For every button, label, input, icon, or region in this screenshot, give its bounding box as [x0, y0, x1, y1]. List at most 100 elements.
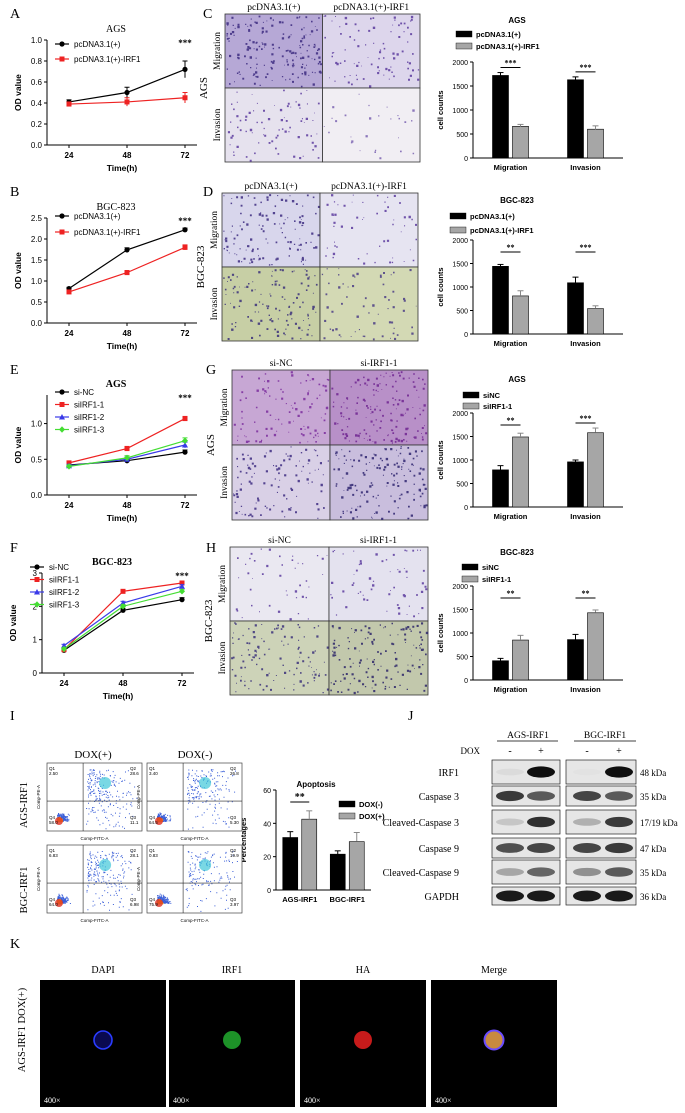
- column-label: DOX(+): [74, 749, 112, 761]
- quadrant-name: Q4: [149, 815, 156, 820]
- dense-core: [155, 817, 163, 825]
- x-axis-label: Time(h): [107, 513, 138, 523]
- data-point: [182, 95, 188, 101]
- blot-band: [496, 790, 524, 802]
- legend-label: siIRF1-3: [49, 601, 80, 610]
- y-tick-label: 60: [263, 788, 271, 795]
- blot-band: [605, 816, 633, 828]
- series-line: [63, 590, 183, 650]
- y-tick-label: 40: [263, 821, 271, 828]
- data-point: [59, 213, 65, 219]
- bar: [587, 128, 604, 159]
- magnification-label: 400×: [435, 1096, 452, 1105]
- quadrant-value: 26.8: [230, 771, 239, 776]
- y-axis-label: cell counts: [436, 613, 445, 652]
- column-label: DOX(-): [178, 749, 213, 761]
- data-point: [182, 437, 188, 444]
- bar: [512, 295, 529, 335]
- y-tick-label: 1000: [452, 631, 468, 638]
- category-label: Invasion: [570, 512, 601, 521]
- bar: [492, 266, 509, 335]
- column-label: pcDNA3.1(+)-IRF1: [333, 2, 409, 13]
- significance-mark: ***: [175, 571, 189, 581]
- legend-label: DOX(-): [359, 800, 383, 809]
- row-label: Invasion: [220, 466, 230, 499]
- micrograph-image: [224, 87, 323, 163]
- legend-label: siIRF1-2: [74, 413, 105, 422]
- stained-cells: [231, 622, 329, 694]
- significance-mark: ***: [580, 243, 592, 252]
- y-tick-label: 0: [464, 156, 468, 163]
- micrograph-image: [229, 620, 330, 696]
- chart-title: BGC-823: [92, 557, 132, 568]
- data-point: [124, 89, 130, 96]
- stained-cells: [321, 268, 417, 341]
- x-tick-label: 72: [178, 679, 187, 688]
- y-tick-label: 0.0: [31, 491, 43, 500]
- cell-line-label: BGC-823: [203, 599, 215, 642]
- blot-row-label: Caspase 9: [419, 844, 459, 855]
- column-label: pcDNA3.1(+): [244, 181, 297, 192]
- series-line: [68, 229, 186, 290]
- y-tick-label: 2.0: [31, 235, 43, 244]
- y-tick-label: 1500: [452, 435, 468, 442]
- western-blot: AGS-IRF1 BGC-IRF1 DOX - + - + IRF1 48 kDa Caspase…: [383, 731, 678, 906]
- blot-band: [573, 890, 601, 902]
- flow-y-label: Comp-PE-A: [36, 867, 41, 891]
- y-axis-label: OD value: [13, 252, 23, 289]
- quadrant-value: 75.9: [149, 902, 158, 907]
- fluorescence-image: 400×: [431, 980, 557, 1107]
- bar: [492, 75, 509, 159]
- stained-cells: [223, 194, 320, 266]
- y-tick-label: 0.5: [31, 298, 43, 307]
- y-tick-label: 1000: [452, 285, 468, 292]
- y-tick-label: 2000: [452, 411, 468, 418]
- data-point: [59, 229, 65, 235]
- blot-row-label: IRF1: [438, 768, 459, 779]
- image-background: [229, 546, 330, 622]
- x-tick-label: 72: [181, 151, 190, 160]
- quadrant-name: Q2: [130, 848, 137, 853]
- chart-title: Apoptosis: [296, 780, 336, 789]
- x-tick-label: 48: [123, 501, 132, 510]
- blot-band: [496, 890, 524, 902]
- stained-cells: [223, 269, 318, 340]
- y-axis-label: OD value: [13, 426, 23, 463]
- quadrant-name: Q4: [149, 897, 156, 902]
- flow-x-label: Comp-FITC-A: [181, 918, 209, 923]
- quadrant-value: 64.0: [49, 902, 58, 907]
- blot-band: [527, 867, 555, 877]
- row-label: Invasion: [218, 641, 228, 674]
- chart-title: AGS: [106, 379, 127, 390]
- blot-band: [527, 843, 555, 853]
- flow-x-label: Comp-FITC-A: [81, 836, 109, 841]
- blot-band: [527, 766, 555, 778]
- column-label: si-IRF1-1: [361, 359, 398, 369]
- data-point: [179, 583, 185, 589]
- quadrant-value: 5.30: [230, 820, 239, 825]
- dense-core: [55, 899, 63, 907]
- legend-label: siIRF1-1: [49, 576, 80, 585]
- column-label: si-NC: [270, 359, 293, 369]
- significance-mark: ***: [178, 216, 192, 226]
- bar-chart-c: 0 500 1000 1500 2000 Migration *** Invasion *** c…: [436, 16, 623, 172]
- line-chart-e: 0.0 0.5 1.0 24 48 72 Time(h) OD value AGS si-NC si…: [13, 379, 197, 523]
- category-label: AGS-IRF1: [282, 895, 317, 904]
- group-label: AGS-IRF1: [507, 731, 549, 741]
- chart-title: AGS: [106, 24, 126, 35]
- lane-sign: -: [508, 746, 511, 757]
- micrograph-image: [329, 444, 429, 521]
- micrograph-image: [322, 87, 421, 163]
- magnification-label: 400×: [173, 1096, 190, 1105]
- data-point: [34, 564, 40, 570]
- blot-band: [496, 843, 524, 853]
- image-background: [322, 13, 421, 89]
- y-tick-label: 1.0: [31, 420, 43, 429]
- micrograph-grid-c: pcDNA3.1(+) pcDNA3.1(+)-IRF1 Migration Inva…: [198, 2, 421, 163]
- chart-title: AGS: [508, 375, 526, 384]
- merged-cell: [483, 1029, 505, 1051]
- image-background: [329, 369, 429, 446]
